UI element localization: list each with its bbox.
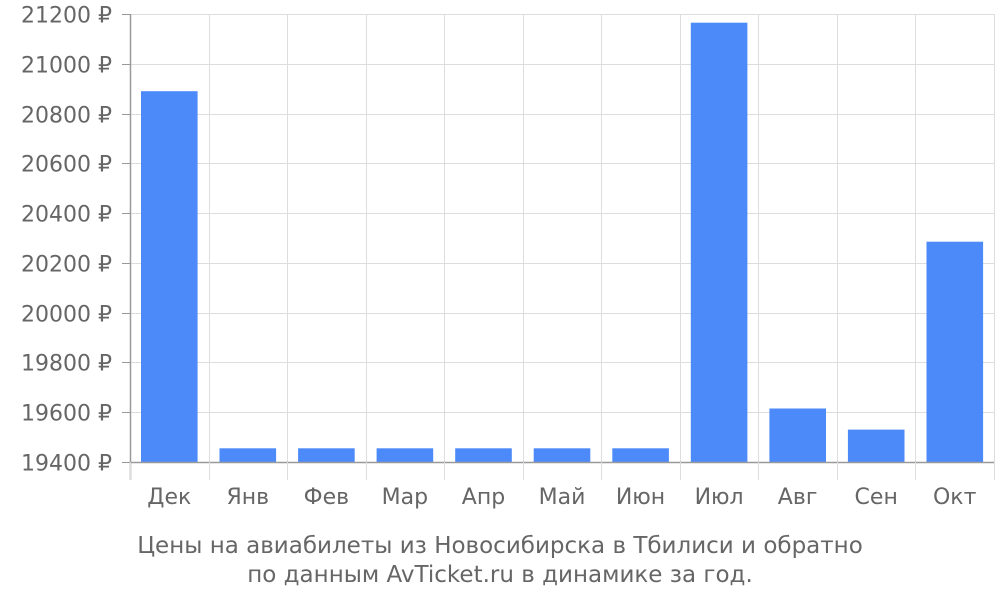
- y-tick-label: 20200 ₽: [21, 253, 112, 278]
- grid-lines: [130, 14, 995, 463]
- bar-11[interactable]: [926, 241, 984, 462]
- y-tick-label: 19600 ₽: [21, 402, 112, 427]
- x-tick-label: Сен: [855, 485, 898, 510]
- bars-group: [141, 22, 984, 463]
- x-tick-label: Июн: [616, 485, 665, 510]
- bar-3[interactable]: [298, 448, 355, 462]
- x-tick-label: Май: [539, 485, 586, 510]
- x-tick-label: Мар: [382, 485, 428, 510]
- y-tick-label: 21200 ₽: [21, 4, 112, 29]
- x-tick-label: Апр: [462, 485, 505, 510]
- bar-10[interactable]: [847, 429, 905, 462]
- y-tick-label: 21000 ₽: [21, 54, 112, 79]
- axes: [129, 14, 994, 480]
- caption-line-1: Цены на авиабилеты из Новосибирска в Тби…: [137, 533, 863, 559]
- y-axis-ticks: 19400 ₽ 19600 ₽ 19800 ₽ 20000 ₽ 20200 ₽ 20400…: [21, 4, 130, 477]
- x-tick-label: Авг: [778, 485, 818, 510]
- bar-6[interactable]: [533, 448, 591, 462]
- x-tick-label: Июл: [695, 485, 744, 510]
- bar-chart: 19400 ₽ 19600 ₽ 19800 ₽ 20000 ₽ 20200 ₽ 20400…: [21, 4, 995, 510]
- y-tick-label: 20000 ₽: [21, 303, 112, 328]
- y-tick-label: 19400 ₽: [21, 452, 112, 477]
- bar-5[interactable]: [455, 448, 512, 462]
- x-tick-label: Фев: [304, 485, 349, 510]
- caption-line-2: по данным AvTicket.ru в динамике за год.: [247, 562, 753, 588]
- x-axis-ticks: Дек Янв Фев Мар Апр Май Июн Июл Авг Сен Окт: [130, 462, 995, 510]
- bar-4[interactable]: [376, 448, 434, 462]
- y-tick-label: 20800 ₽: [21, 104, 112, 129]
- y-tick-label: 20400 ₽: [21, 203, 112, 228]
- x-tick-label: Окт: [933, 485, 977, 510]
- bar-8[interactable]: [690, 22, 748, 462]
- bar-7[interactable]: [612, 448, 669, 462]
- y-tick-label: 20600 ₽: [21, 153, 112, 178]
- bar-9[interactable]: [769, 408, 826, 463]
- y-tick-label: 19800 ₽: [21, 352, 112, 377]
- x-tick-label: Дек: [147, 485, 191, 510]
- bar-1[interactable]: [141, 91, 198, 462]
- chart-caption: Цены на авиабилеты из Новосибирска в Тби…: [0, 532, 1000, 590]
- x-tick-label: Янв: [226, 485, 269, 510]
- bar-2[interactable]: [219, 448, 277, 462]
